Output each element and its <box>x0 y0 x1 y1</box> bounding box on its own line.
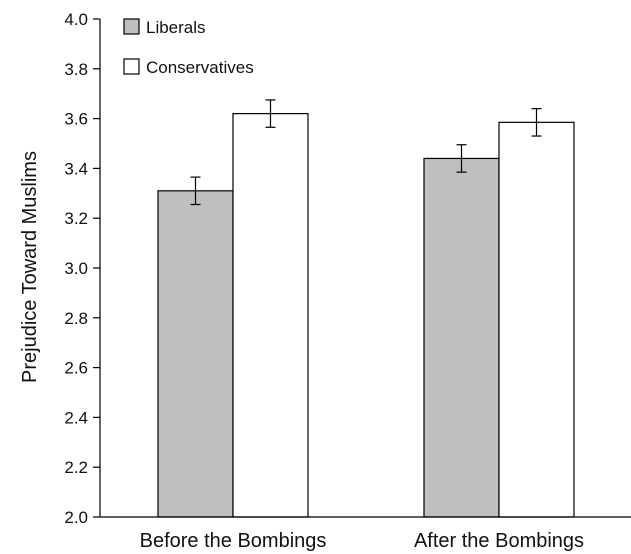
y-tick-label: 3.8 <box>64 60 88 79</box>
x-category-labels: Before the Bombings After the Bombings <box>140 530 584 552</box>
y-tick-label: 3.0 <box>64 259 88 278</box>
bar-conservatives-before <box>232 113 309 518</box>
y-tick-label: 2.8 <box>64 309 88 328</box>
error-bar-conservatives-before <box>265 99 276 128</box>
error-bar-liberals-after <box>456 144 467 173</box>
legend-item-liberals: Liberals <box>123 18 206 37</box>
x-category-label: Before the Bombings <box>140 530 327 552</box>
legend: Liberals Conservatives <box>123 18 254 77</box>
legend-item-conservatives: Conservatives <box>123 58 254 77</box>
error-bars-layer <box>190 99 542 206</box>
y-axis-label: Prejudice Toward Muslims <box>19 151 41 383</box>
y-tick-label: 4.0 <box>64 10 88 29</box>
y-tick-label: 2.0 <box>64 508 88 527</box>
legend-label: Conservatives <box>146 58 254 77</box>
legend-label: Liberals <box>146 18 206 37</box>
y-tick-label: 2.2 <box>64 458 88 477</box>
y-tick-label: 2.6 <box>64 359 88 378</box>
y-tick-label: 3.6 <box>64 110 88 129</box>
error-bar-liberals-before <box>190 176 201 206</box>
y-tick-label: 2.4 <box>64 408 88 427</box>
bar-conservatives-after <box>498 121 575 518</box>
error-bar-conservatives-after <box>531 108 542 137</box>
legend-swatch <box>123 18 140 35</box>
y-ticks: 2.0 2.2 2.4 2.6 2.8 3.0 3.2 3.4 3.6 3.8 4.0 <box>64 10 100 527</box>
bars-layer <box>157 113 575 518</box>
bar-liberals-before <box>157 190 234 518</box>
y-tick-label: 3.4 <box>64 159 88 178</box>
legend-swatch <box>123 58 140 75</box>
bar-liberals-after <box>423 157 500 518</box>
x-category-label: After the Bombings <box>414 530 584 552</box>
y-tick-label: 3.2 <box>64 209 88 228</box>
